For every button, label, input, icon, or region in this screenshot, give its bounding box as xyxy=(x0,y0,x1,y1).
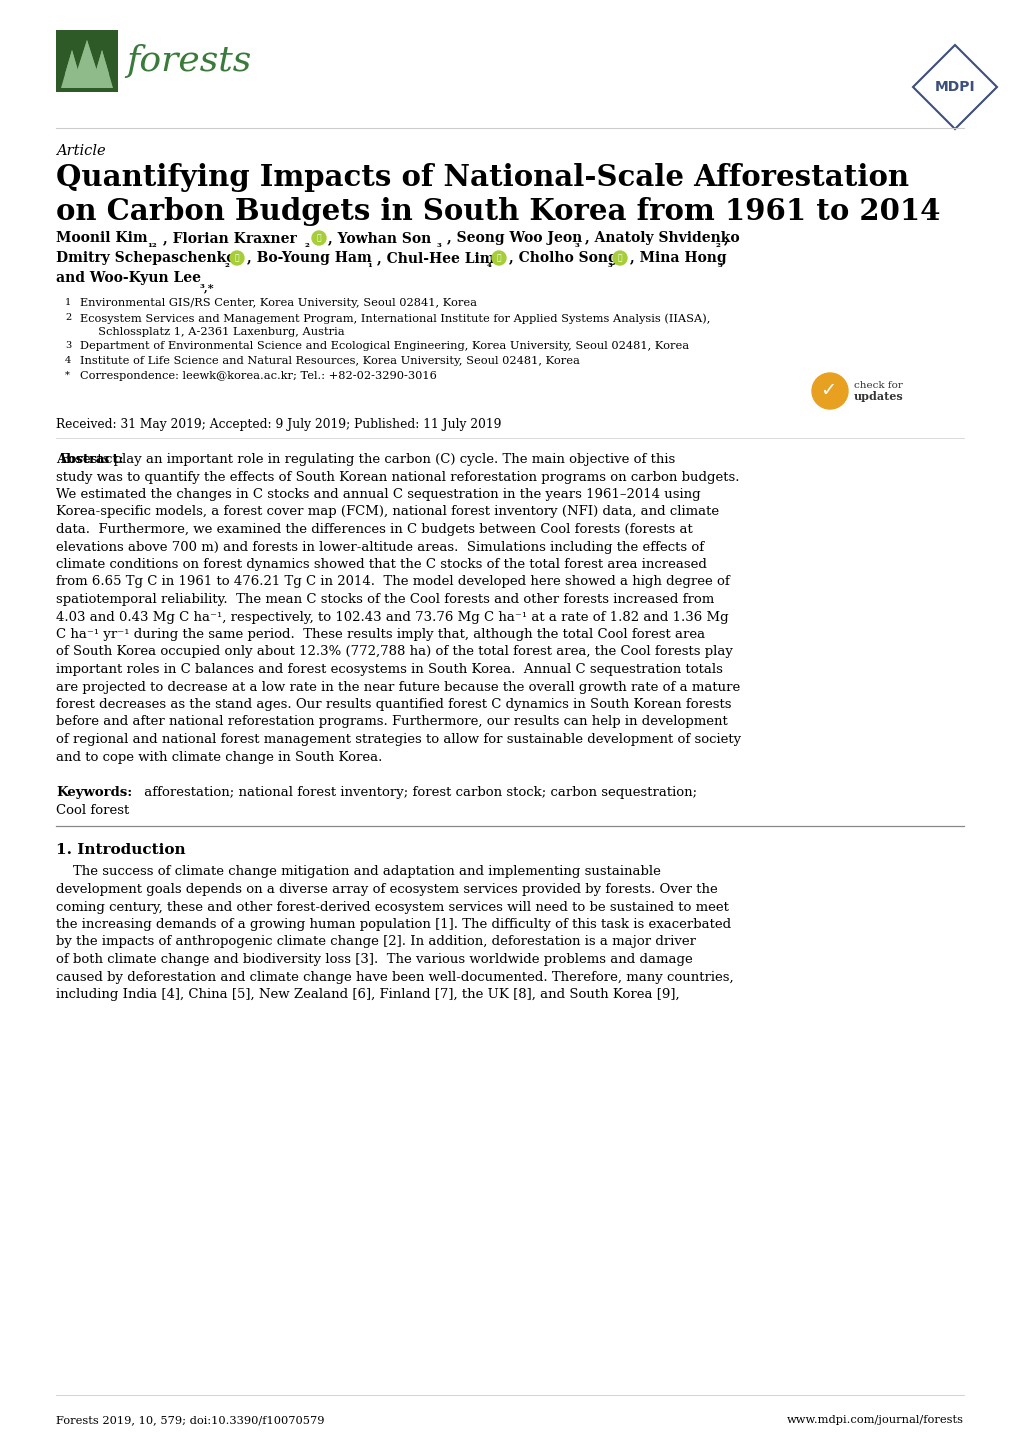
Text: Keywords:: Keywords: xyxy=(56,786,132,799)
Text: 4: 4 xyxy=(65,356,71,365)
Text: ³: ³ xyxy=(717,262,722,273)
Text: We estimated the changes in C stocks and annual C sequestration in the years 196: We estimated the changes in C stocks and… xyxy=(56,487,700,500)
Text: 4.03 and 0.43 Mg C ha⁻¹, respectively, to 102.43 and 73.76 Mg C ha⁻¹ at a rate o: 4.03 and 0.43 Mg C ha⁻¹, respectively, t… xyxy=(56,610,728,623)
Text: check for: check for xyxy=(853,382,902,391)
Text: Korea-specific models, a forest cover map (FCM), national forest inventory (NFI): Korea-specific models, a forest cover ma… xyxy=(56,506,718,519)
Text: , Bo-Young Ham: , Bo-Young Ham xyxy=(247,251,376,265)
Text: , Anatoly Shvidenko: , Anatoly Shvidenko xyxy=(585,231,744,245)
Text: ,: , xyxy=(723,231,728,245)
Text: Quantifying Impacts of National-Scale Afforestation: Quantifying Impacts of National-Scale Af… xyxy=(56,163,908,192)
Text: ³: ³ xyxy=(607,262,612,273)
Text: ⓘ: ⓘ xyxy=(618,254,622,262)
Text: of regional and national forest management strategies to allow for sustainable d: of regional and national forest manageme… xyxy=(56,733,741,746)
Polygon shape xyxy=(61,50,83,88)
Text: ⁴: ⁴ xyxy=(486,262,491,273)
Text: by the impacts of anthropogenic climate change [2]. In addition, deforestation i: by the impacts of anthropogenic climate … xyxy=(56,936,695,949)
Polygon shape xyxy=(95,50,109,74)
Text: Ecosystem Services and Management Program, International Institute for Applied S: Ecosystem Services and Management Progra… xyxy=(79,313,709,337)
Text: forests: forests xyxy=(126,45,251,78)
Text: Abstract:: Abstract: xyxy=(56,453,123,466)
Circle shape xyxy=(491,251,505,265)
Text: ³: ³ xyxy=(436,242,441,252)
Text: coming century, these and other forest-derived ecosystem services will need to b: coming century, these and other forest-d… xyxy=(56,900,729,913)
Text: spatiotemporal reliability.  The mean C stocks of the Cool forests and other for: spatiotemporal reliability. The mean C s… xyxy=(56,593,713,606)
Text: ⓘ: ⓘ xyxy=(316,234,321,242)
Text: ³: ³ xyxy=(575,242,580,252)
Polygon shape xyxy=(91,50,113,88)
Text: before and after national reforestation programs. Furthermore, our results can h: before and after national reforestation … xyxy=(56,715,727,728)
Text: Article: Article xyxy=(56,144,106,159)
Text: , Yowhan Son: , Yowhan Son xyxy=(328,231,436,245)
Text: on Carbon Budgets in South Korea from 1961 to 2014: on Carbon Budgets in South Korea from 19… xyxy=(56,198,940,226)
Text: important roles in C balances and forest ecosystems in South Korea.  Annual C se: important roles in C balances and forest… xyxy=(56,663,722,676)
Text: Institute of Life Science and Natural Resources, Korea University, Seoul 02481, : Institute of Life Science and Natural Re… xyxy=(79,356,580,366)
Text: development goals depends on a diverse array of ecosystem services provided by f: development goals depends on a diverse a… xyxy=(56,883,717,895)
Text: 1: 1 xyxy=(65,298,71,307)
Text: 2: 2 xyxy=(65,313,71,322)
Text: ²: ² xyxy=(305,242,310,252)
Text: , Seong Woo Jeon: , Seong Woo Jeon xyxy=(446,231,587,245)
Text: are projected to decrease at a low rate in the near future because the overall g: are projected to decrease at a low rate … xyxy=(56,681,740,694)
Text: Cool forest: Cool forest xyxy=(56,803,129,816)
Text: Dmitry Schepaschenko: Dmitry Schepaschenko xyxy=(56,251,240,265)
Text: Environmental GIS/RS Center, Korea University, Seoul 02841, Korea: Environmental GIS/RS Center, Korea Unive… xyxy=(79,298,477,309)
Text: , Florian Kraxner: , Florian Kraxner xyxy=(163,231,302,245)
Text: elevations above 700 m) and forests in lower-altitude areas.  Simulations includ: elevations above 700 m) and forests in l… xyxy=(56,541,703,554)
Circle shape xyxy=(312,231,326,245)
Text: including India [4], China [5], New Zealand [6], Finland [7], the UK [8], and So: including India [4], China [5], New Zeal… xyxy=(56,988,679,1001)
Text: and Woo-Kyun Lee: and Woo-Kyun Lee xyxy=(56,271,206,286)
Text: MDPI: MDPI xyxy=(933,79,974,94)
Text: data.  Furthermore, we examined the differences in C budgets between Cool forest: data. Furthermore, we examined the diffe… xyxy=(56,523,692,536)
Circle shape xyxy=(229,251,244,265)
Text: updates: updates xyxy=(853,391,903,402)
Text: of both climate change and biodiversity loss [3].  The various worldwide problem: of both climate change and biodiversity … xyxy=(56,953,692,966)
Text: Received: 31 May 2019; Accepted: 9 July 2019; Published: 11 July 2019: Received: 31 May 2019; Accepted: 9 July … xyxy=(56,418,501,431)
Text: ✓: ✓ xyxy=(819,382,836,401)
Polygon shape xyxy=(65,50,78,74)
Text: Forests play an important role in regulating the carbon (C) cycle. The main obje: Forests play an important role in regula… xyxy=(56,453,675,466)
Text: forest decreases as the stand ages. Our results quantified forest C dynamics in : forest decreases as the stand ages. Our … xyxy=(56,698,731,711)
Text: 1. Introduction: 1. Introduction xyxy=(56,844,185,858)
Text: Forests 2019, 10, 579; doi:10.3390/f10070579: Forests 2019, 10, 579; doi:10.3390/f1007… xyxy=(56,1415,324,1425)
Circle shape xyxy=(811,373,847,410)
Text: C ha⁻¹ yr⁻¹ during the same period.  These results imply that, although the tota: C ha⁻¹ yr⁻¹ during the same period. Thes… xyxy=(56,629,704,642)
Text: caused by deforestation and climate change have been well-documented. Therefore,: caused by deforestation and climate chan… xyxy=(56,970,733,983)
Polygon shape xyxy=(76,40,98,74)
Text: www.mdpi.com/journal/forests: www.mdpi.com/journal/forests xyxy=(787,1415,963,1425)
FancyBboxPatch shape xyxy=(56,30,118,92)
Text: ⓘ: ⓘ xyxy=(234,254,239,262)
Polygon shape xyxy=(912,45,996,128)
Text: afforestation; national forest inventory; forest carbon stock; carbon sequestrat: afforestation; national forest inventory… xyxy=(140,786,696,799)
Polygon shape xyxy=(72,40,102,88)
Text: The success of climate change mitigation and adaptation and implementing sustain: The success of climate change mitigation… xyxy=(56,865,660,878)
Text: ²: ² xyxy=(225,262,229,273)
Text: Department of Environmental Science and Ecological Engineering, Korea University: Department of Environmental Science and … xyxy=(79,340,689,350)
Text: ¹²: ¹² xyxy=(147,242,157,252)
Text: ²: ² xyxy=(715,242,720,252)
Text: , Chul-Hee Lim: , Chul-Hee Lim xyxy=(377,251,499,265)
Text: the increasing demands of a growing human population [1]. The difficulty of this: the increasing demands of a growing huma… xyxy=(56,919,731,932)
Text: , Cholho Song: , Cholho Song xyxy=(508,251,622,265)
Text: from 6.65 Tg C in 1961 to 476.21 Tg C in 2014.  The model developed here showed : from 6.65 Tg C in 1961 to 476.21 Tg C in… xyxy=(56,575,729,588)
Text: Moonil Kim: Moonil Kim xyxy=(56,231,153,245)
Text: ⓘ: ⓘ xyxy=(496,254,500,262)
Text: *: * xyxy=(65,371,70,381)
Circle shape xyxy=(612,251,627,265)
Text: , Mina Hong: , Mina Hong xyxy=(630,251,731,265)
Text: climate conditions on forest dynamics showed that the C stocks of the total fore: climate conditions on forest dynamics sh… xyxy=(56,558,706,571)
Text: Correspondence: leewk@korea.ac.kr; Tel.: +82-02-3290-3016: Correspondence: leewk@korea.ac.kr; Tel.:… xyxy=(79,371,436,381)
Text: ¹: ¹ xyxy=(367,262,372,273)
Text: ³,*: ³,* xyxy=(200,283,214,293)
Text: of South Korea occupied only about 12.3% (772,788 ha) of the total forest area, : of South Korea occupied only about 12.3%… xyxy=(56,646,733,659)
Text: study was to quantify the effects of South Korean national reforestation program: study was to quantify the effects of Sou… xyxy=(56,470,739,483)
Text: and to cope with climate change in South Korea.: and to cope with climate change in South… xyxy=(56,750,382,763)
Text: 3: 3 xyxy=(65,340,71,350)
